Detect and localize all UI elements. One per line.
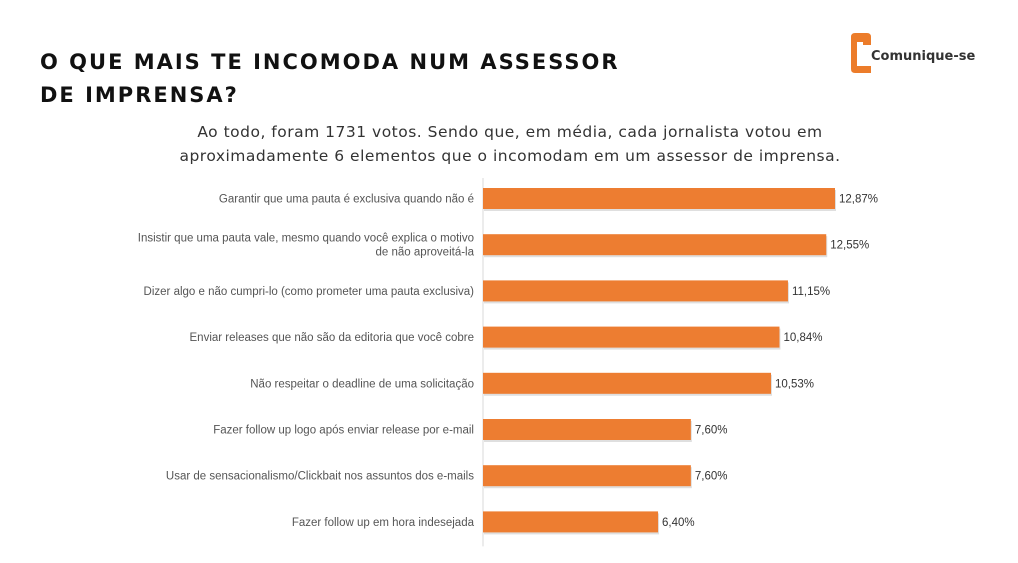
category-label: Não respeitar o deadline de uma solicita… [250, 378, 474, 390]
category-label: Insistir que uma pauta vale, mesmo quand… [138, 233, 474, 245]
value-label: 6,40% [662, 517, 695, 529]
chart-subtitle: Ao todo, foram 1731 votos. Sendo que, em… [120, 120, 900, 168]
bar [483, 326, 780, 348]
bar [483, 419, 691, 440]
chart-title-line-2: DE IMPRENSA? [40, 83, 239, 107]
comunique-se-logo-icon [851, 33, 871, 73]
chart-title: O QUE MAIS TE INCOMODA NUM ASSESSOR DE I… [40, 46, 680, 112]
bar [483, 234, 827, 256]
bar [483, 280, 788, 302]
value-label: 10,84% [783, 332, 822, 344]
category-label: Dizer algo e não cumpri-lo (como promete… [144, 286, 475, 298]
bar [483, 372, 771, 394]
category-label: Fazer follow up em hora indesejada [292, 517, 475, 529]
value-label: 7,60% [695, 425, 728, 437]
value-label: 10,53% [775, 378, 814, 390]
category-label: Fazer follow up logo após enviar release… [213, 425, 474, 437]
category-label: Garantir que uma pauta é exclusiva quand… [219, 194, 474, 206]
bar [483, 511, 659, 533]
value-label: 7,60% [695, 471, 728, 483]
category-label: Enviar releases que não são da editoria … [190, 332, 475, 344]
chart-subtitle-line-1: Ao todo, foram 1731 votos. Sendo que, em… [197, 123, 823, 141]
bar [483, 465, 691, 487]
value-label: 12,55% [830, 240, 869, 252]
chart-title-line-1: O QUE MAIS TE INCOMODA NUM ASSESSOR [40, 50, 620, 74]
brand-logo-text: Comunique-se [871, 49, 976, 64]
chart-subtitle-line-2: aproximadamente 6 elementos que o incomo… [179, 147, 841, 165]
bar-chart: 12,87% Garantir que uma pauta é exclusiva… [138, 178, 878, 547]
bar [483, 188, 835, 209]
category-label: de não aproveitá-la [376, 247, 475, 259]
value-label: 12,87% [839, 194, 878, 206]
category-label: Usar de sensacionalismo/Clickbait nos as… [166, 471, 474, 483]
value-label: 11,15% [792, 286, 830, 298]
